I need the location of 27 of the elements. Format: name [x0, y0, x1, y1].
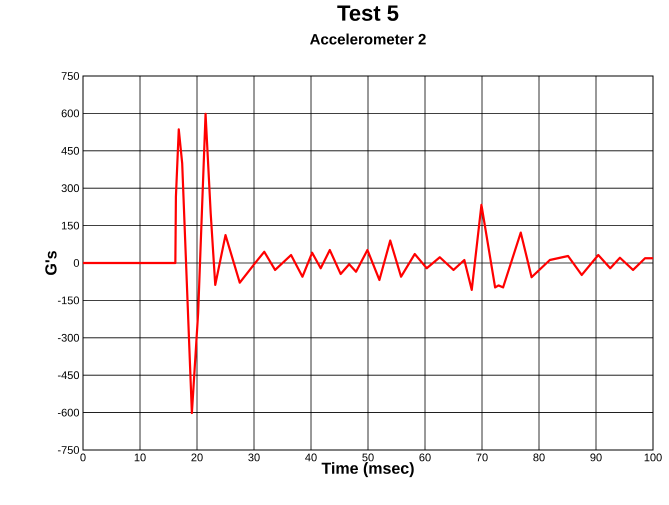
y-tick-label: -150: [58, 296, 80, 304]
y-tick-label: -750: [58, 446, 80, 454]
x-tick-label: 10: [134, 454, 146, 462]
x-tick-label: 0: [80, 454, 86, 462]
y-tick-label: 300: [62, 184, 80, 192]
x-tick-label: 100: [644, 454, 662, 462]
y-tick-label: -300: [58, 334, 80, 342]
y-tick-label: -600: [58, 408, 80, 416]
x-tick-label: 90: [590, 454, 602, 462]
x-tick-label: 20: [191, 454, 203, 462]
y-tick-label: 600: [62, 110, 80, 118]
chart-title: Test 5: [337, 6, 398, 21]
y-tick-label: 750: [62, 72, 80, 80]
y-tick-label: 450: [61, 146, 80, 155]
line-series: [83, 112, 654, 414]
chart-subtitle: Accelerometer 2: [310, 34, 426, 45]
y-tick-label: 150: [62, 222, 80, 230]
x-tick-label: 60: [419, 454, 431, 462]
y-tick-label: -450: [58, 371, 80, 380]
y-tick-label: 0: [74, 259, 80, 267]
x-tick-label: 80: [533, 454, 545, 462]
x-tick-label: 50: [362, 454, 374, 462]
x-tick-label: 70: [476, 454, 488, 462]
y-axis-title: G's: [45, 251, 57, 275]
x-axis-title: Time (msec): [322, 462, 414, 478]
x-tick-label: 40: [305, 454, 317, 462]
x-tick-label: 30: [248, 454, 260, 462]
